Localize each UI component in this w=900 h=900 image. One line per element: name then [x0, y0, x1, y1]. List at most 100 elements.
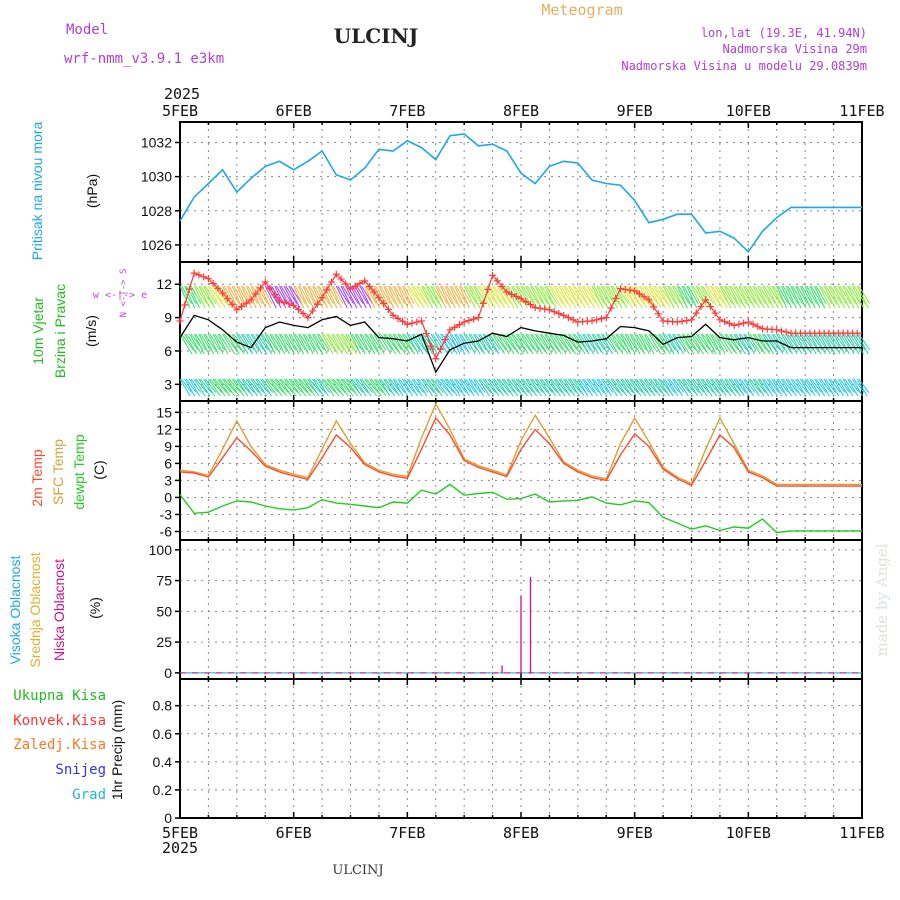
- temperature-ytick-label: 12: [156, 421, 172, 437]
- wind-barb: [274, 333, 286, 355]
- precipitation-ytick-label: 0: [164, 810, 172, 826]
- wind-barb: [411, 285, 425, 309]
- wind-barb: [290, 285, 302, 304]
- wind-barb: [567, 285, 581, 309]
- wind-gust-marker: [489, 271, 497, 279]
- wind-barb: [422, 333, 435, 351]
- wind-barb: [515, 378, 528, 397]
- wind-barb: [421, 333, 433, 355]
- wind-barb: [681, 285, 693, 309]
- wind-barb: [378, 285, 390, 309]
- wind-barb: [829, 285, 842, 304]
- wind-barb: [668, 285, 681, 304]
- wind-barb: [245, 333, 258, 355]
- wind-barb: [728, 333, 742, 355]
- wind-barb: [179, 333, 193, 355]
- wind-barb: [721, 333, 734, 351]
- wind-barb: [648, 285, 662, 309]
- wind-barb: [668, 333, 681, 351]
- wind-barb: [806, 285, 818, 304]
- wind-speed-line: [179, 314, 862, 374]
- wind-barb: [744, 378, 756, 393]
- wind-barb: [563, 378, 576, 397]
- wind-barb: [823, 378, 835, 397]
- wind-barb: [256, 378, 269, 393]
- wind-gust-marker: [181, 301, 189, 309]
- wind-barb: [416, 285, 430, 309]
- wind-barb: [313, 378, 326, 393]
- wind-barb: [634, 333, 646, 355]
- wind-barb: [184, 333, 198, 355]
- wind-gust-marker: [261, 278, 269, 286]
- wind-barb: [728, 378, 741, 397]
- wind-barb: [560, 378, 572, 393]
- wind-barb: [384, 285, 396, 304]
- wind-barb: [847, 378, 859, 397]
- wind-barb: [672, 378, 683, 397]
- wind-barb: [451, 378, 462, 393]
- wind-gust-marker: [626, 286, 634, 294]
- temperature-ytick-label: 15: [156, 404, 172, 420]
- station-title: ULCINJ: [334, 24, 419, 48]
- wind-barb: [526, 333, 540, 351]
- wind-barb: [809, 378, 821, 397]
- wind-gust-marker: [531, 304, 539, 312]
- day-tick-label-bottom: 8FEB: [503, 824, 539, 842]
- wind-barb: [591, 378, 603, 397]
- wind-barb: [307, 333, 319, 355]
- wind-gust-marker: [384, 305, 392, 313]
- wind-barb: [435, 285, 447, 309]
- wind-barb: [583, 378, 595, 393]
- wind-barb: [198, 333, 210, 355]
- wind-barb: [368, 333, 380, 355]
- wind-barb: [763, 333, 776, 351]
- wind-barb: [252, 378, 264, 393]
- wind-barb: [288, 333, 300, 355]
- wind-side-label-line2: Brzina i Pravac: [52, 284, 68, 378]
- wind-barb: [408, 378, 420, 393]
- wind-barb: [681, 378, 694, 397]
- wind-barb: [222, 378, 236, 397]
- wind-barb: [564, 378, 577, 393]
- wind-barb: [526, 285, 539, 304]
- wind-barb: [421, 378, 433, 397]
- wind-barb: [237, 333, 250, 351]
- wind-barb: [818, 285, 831, 309]
- wind-barb: [648, 333, 662, 355]
- wind-barb: [593, 285, 605, 304]
- wind-barb: [293, 378, 307, 397]
- wind-barb: [792, 285, 803, 304]
- wind-barb: [403, 285, 415, 304]
- wind-barb: [635, 285, 649, 304]
- wind-gust-marker: [214, 284, 222, 292]
- cloud-unit-label: (%): [87, 597, 103, 619]
- pressure-ytick-label: 1026: [141, 237, 172, 253]
- wind-barb: [247, 333, 260, 351]
- wind-barb: [425, 378, 438, 397]
- wind-barb: [558, 333, 572, 355]
- wind-gust-marker: [650, 303, 658, 311]
- wind-barb: [578, 378, 590, 393]
- wind-barb: [757, 378, 770, 397]
- wind-barb: [454, 285, 466, 309]
- wind-barb: [241, 285, 253, 309]
- wind-barb: [241, 378, 253, 397]
- wind-barb: [226, 378, 240, 397]
- wind-barb: [406, 285, 420, 309]
- wind-gust-marker: [479, 300, 487, 308]
- wind-barb: [705, 378, 718, 397]
- wind-barb: [302, 285, 314, 309]
- wind-barb: [496, 333, 510, 355]
- wind-barb: [520, 333, 534, 355]
- wind-gust-marker: [233, 306, 241, 314]
- wind-barb: [318, 333, 330, 351]
- wind-barb: [354, 285, 367, 309]
- wind-barb: [796, 285, 808, 304]
- wind-barb: [605, 285, 618, 309]
- wind-barb: [790, 378, 802, 397]
- wind-barb: [498, 378, 511, 393]
- wind-gust-marker: [389, 311, 397, 319]
- wind-gust-marker: [365, 282, 373, 290]
- wind-barb: [326, 378, 340, 397]
- wind-gust-marker: [541, 305, 549, 313]
